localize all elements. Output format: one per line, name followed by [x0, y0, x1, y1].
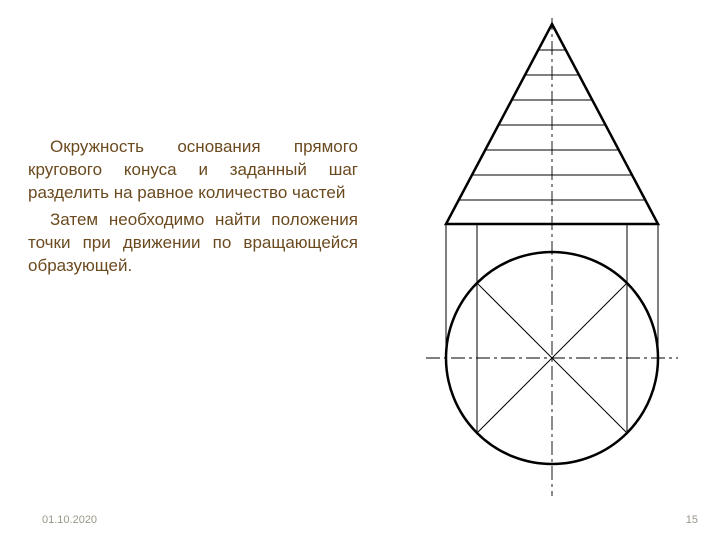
paragraph-2-text: Затем необходимо найти положения точки п… [28, 210, 358, 275]
cone-diagram [402, 18, 702, 498]
paragraph-1: Окружность основания прямого кругового к… [28, 136, 358, 205]
footer-page: 15 [686, 514, 698, 526]
text-block: Окружность основания прямого кругового к… [28, 136, 358, 282]
paragraph-2: Затем необходимо найти положения точки п… [28, 209, 358, 278]
paragraph-1-text: Окружность основания прямого кругового к… [28, 137, 358, 202]
footer-date: 01.10.2020 [42, 514, 97, 526]
